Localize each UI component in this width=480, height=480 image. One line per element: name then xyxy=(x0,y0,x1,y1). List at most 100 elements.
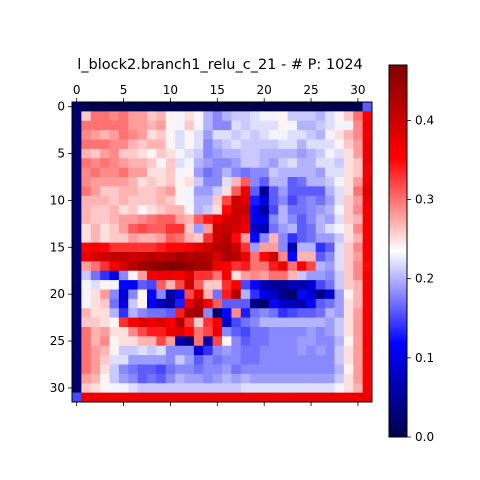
heatmap-cell xyxy=(306,373,317,384)
heatmap-cell xyxy=(156,261,167,272)
heatmap-cell xyxy=(90,317,101,328)
heatmap-cell xyxy=(268,139,279,150)
heatmap-cell xyxy=(334,280,345,290)
heatmap-cell xyxy=(137,336,148,347)
heatmap-cell xyxy=(250,364,260,375)
heatmap-cell xyxy=(128,252,138,262)
heatmap-cell xyxy=(297,336,307,347)
heatmap-cell xyxy=(231,355,242,365)
heatmap-cell xyxy=(72,148,82,159)
heatmap-cell xyxy=(334,308,345,318)
heatmap-cell xyxy=(118,223,129,234)
heatmap-cell xyxy=(353,298,363,309)
heatmap-cell xyxy=(109,177,120,187)
heatmap-cell xyxy=(362,167,373,178)
heatmap-cell xyxy=(343,261,354,272)
heatmap-cell xyxy=(118,252,129,262)
heatmap-cell xyxy=(268,270,279,281)
heatmap-cell xyxy=(212,364,223,375)
heatmap-cell xyxy=(250,261,260,272)
heatmap-cell xyxy=(212,233,223,243)
heatmap-cell xyxy=(343,130,354,140)
heatmap-cell xyxy=(118,289,129,300)
heatmap-cell xyxy=(175,252,185,262)
heatmap-cell xyxy=(81,261,92,272)
heatmap-cell xyxy=(109,327,120,337)
heatmap-cell xyxy=(118,233,129,243)
heatmap-cell xyxy=(334,289,345,300)
heatmap-cell xyxy=(81,336,92,347)
heatmap-cell xyxy=(147,298,157,309)
heatmap-cell xyxy=(297,130,307,140)
heatmap-cell xyxy=(90,130,101,140)
heatmap-cell xyxy=(109,148,120,159)
heatmap-cell xyxy=(137,308,148,318)
heatmap-cell xyxy=(184,177,195,187)
heatmap-cell xyxy=(362,252,373,262)
heatmap-cell xyxy=(231,177,242,187)
heatmap-cell xyxy=(231,214,242,225)
heatmap-cell xyxy=(156,195,167,206)
heatmap-cell xyxy=(184,139,195,150)
heatmap-cell xyxy=(325,270,335,281)
heatmap-cell xyxy=(268,120,279,131)
heatmap-cell xyxy=(222,130,232,140)
heatmap-cell xyxy=(128,298,138,309)
heatmap-cell xyxy=(100,336,110,347)
heatmap-cell xyxy=(128,177,138,187)
heatmap-cell xyxy=(109,167,120,178)
heatmap-cell xyxy=(268,327,279,337)
heatmap-cell xyxy=(147,280,157,290)
heatmap-cell xyxy=(128,102,138,112)
heatmap-cell xyxy=(165,242,176,253)
heatmap-cell xyxy=(240,270,251,281)
heatmap-cell xyxy=(165,177,176,187)
heatmap-cell xyxy=(175,345,185,356)
heatmap-cell xyxy=(137,317,148,328)
heatmap-cell xyxy=(203,373,213,384)
heatmap-cell xyxy=(81,120,92,131)
heatmap-cell xyxy=(137,167,148,178)
y-tick-label: 10 xyxy=(50,193,65,207)
heatmap-cell xyxy=(175,205,185,215)
heatmap-cell xyxy=(212,355,223,365)
heatmap-cell xyxy=(156,111,167,122)
heatmap-cell xyxy=(193,111,204,122)
heatmap-cell xyxy=(100,242,110,253)
heatmap-cell xyxy=(100,130,110,140)
heatmap-cell xyxy=(109,205,120,215)
heatmap-cell xyxy=(118,177,129,187)
heatmap-cell xyxy=(343,252,354,262)
heatmap-cell xyxy=(231,317,242,328)
heatmap-cell xyxy=(156,139,167,150)
heatmap-cell xyxy=(203,214,213,225)
heatmap-cell xyxy=(297,280,307,290)
heatmap-cell xyxy=(128,195,138,206)
heatmap-cell xyxy=(137,233,148,243)
heatmap-cell xyxy=(184,167,195,178)
heatmap-cell xyxy=(72,177,82,187)
heatmap-cell xyxy=(175,298,185,309)
heatmap-cell xyxy=(325,252,335,262)
heatmap-cell xyxy=(128,383,138,393)
heatmap-cell xyxy=(297,242,307,253)
heatmap-cell xyxy=(250,214,260,225)
heatmap-cell xyxy=(203,289,213,300)
heatmap-cell xyxy=(184,289,195,300)
heatmap-cell xyxy=(278,158,288,168)
heatmap-cell xyxy=(203,205,213,215)
heatmap-cell xyxy=(165,308,176,318)
heatmap-cell xyxy=(231,373,242,384)
heatmap-cell xyxy=(165,214,176,225)
heatmap-cell xyxy=(268,242,279,253)
heatmap-cell xyxy=(90,214,101,225)
heatmap-cell xyxy=(315,205,326,215)
heatmap-cell xyxy=(278,270,288,281)
heatmap-cell xyxy=(109,223,120,234)
heatmap-cell xyxy=(109,158,120,168)
heatmap-cell xyxy=(240,327,251,337)
heatmap-cell xyxy=(184,148,195,159)
heatmap-cell xyxy=(325,186,335,197)
heatmap-cell xyxy=(118,111,129,122)
heatmap-cell xyxy=(250,317,260,328)
